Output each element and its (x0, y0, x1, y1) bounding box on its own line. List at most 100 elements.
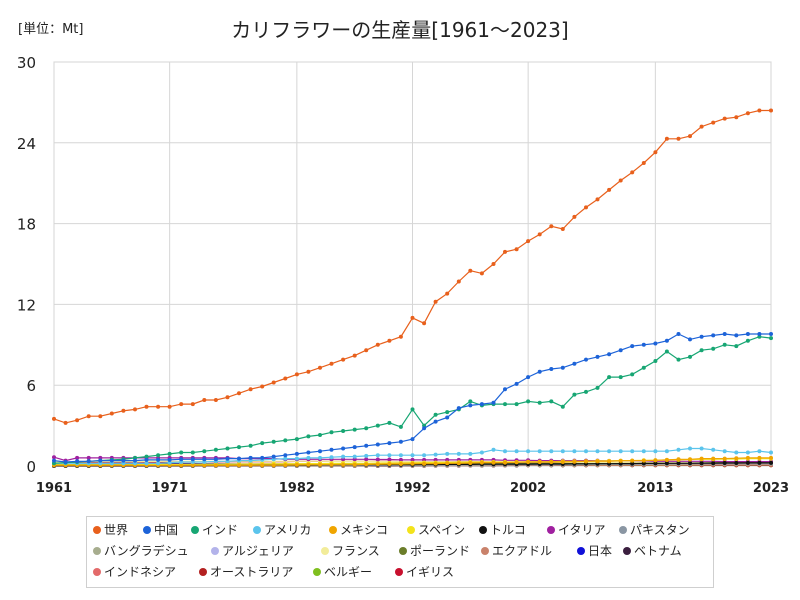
data-point (225, 446, 230, 451)
legend-item: スペイン (407, 522, 465, 538)
data-point (595, 449, 600, 454)
legend-marker (623, 547, 631, 555)
legend-label: トルコ (490, 523, 526, 537)
legend-item: ベルギー (313, 564, 372, 580)
series-3 (52, 446, 773, 466)
data-point (514, 449, 519, 454)
data-point (653, 458, 658, 463)
data-point (618, 178, 623, 183)
data-point (734, 344, 739, 349)
data-point (410, 437, 415, 442)
data-point (630, 170, 635, 175)
data-point (491, 460, 496, 465)
x-tick-label: 2023 (753, 481, 789, 496)
legend-marker (191, 526, 199, 534)
data-point (572, 449, 577, 454)
data-point (514, 460, 519, 465)
legend-label: アメリカ (264, 523, 312, 537)
data-point (294, 451, 299, 456)
data-point (688, 354, 692, 359)
legend-item: インドネシア (93, 564, 176, 580)
data-point (676, 461, 681, 466)
x-tick-label: 1992 (394, 481, 430, 496)
data-point (769, 460, 773, 465)
legend-label: インド (202, 523, 239, 537)
legend-label: 中国 (154, 523, 179, 537)
data-point (190, 457, 195, 462)
legend-marker (211, 547, 219, 555)
data-point (641, 365, 646, 370)
data-point (711, 461, 716, 466)
data-point (133, 458, 137, 463)
data-point (318, 449, 322, 454)
data-point (225, 395, 230, 400)
legend-marker (93, 547, 101, 555)
data-point (190, 463, 195, 468)
x-tick-label: 2002 (510, 481, 546, 496)
data-point (352, 353, 357, 358)
data-point (213, 463, 218, 468)
series-layer (52, 108, 773, 468)
data-point (156, 404, 161, 409)
data-point (711, 120, 716, 125)
data-point (167, 404, 172, 409)
data-point (52, 458, 56, 463)
data-point (213, 398, 218, 402)
legend-marker (481, 547, 489, 555)
data-point (734, 333, 739, 338)
data-point (491, 400, 496, 405)
legend-item: パキスタン (619, 522, 690, 538)
x-tick-label: 1961 (36, 481, 72, 496)
legend-label: バングラデシュ (104, 544, 189, 558)
data-point (144, 457, 149, 462)
data-point (745, 455, 750, 460)
data-point (572, 361, 577, 366)
data-point (75, 418, 80, 423)
data-point (387, 441, 392, 446)
legend-label: アルジェリア (222, 544, 294, 558)
data-point (248, 387, 253, 392)
data-point (294, 372, 299, 377)
data-point (607, 459, 612, 464)
data-point (537, 460, 542, 464)
data-point (584, 357, 588, 362)
y-tick-label: 18 (17, 216, 36, 234)
data-point (526, 239, 531, 244)
data-point (491, 262, 496, 266)
data-point (607, 375, 612, 380)
data-point (537, 369, 542, 374)
data-point (202, 463, 207, 468)
data-point (653, 359, 658, 363)
data-point (479, 460, 484, 465)
data-point (722, 456, 727, 461)
data-point (745, 332, 750, 336)
data-point (237, 391, 241, 396)
data-point (699, 456, 704, 461)
data-point (225, 456, 230, 461)
y-tick-label: 0 (26, 458, 36, 476)
data-point (329, 455, 334, 460)
data-point (468, 268, 473, 273)
data-point (757, 460, 762, 465)
data-point (433, 452, 438, 457)
data-point (410, 453, 415, 458)
unit-label: [単位：Mt] (18, 22, 84, 37)
data-point (757, 449, 762, 454)
data-point (294, 456, 299, 461)
data-point (479, 271, 484, 276)
data-point (734, 456, 739, 461)
data-point (618, 458, 623, 463)
data-point (271, 380, 276, 385)
data-point (179, 450, 184, 455)
data-point (630, 461, 635, 466)
data-point (757, 332, 762, 336)
data-point (306, 455, 311, 460)
legend-label: エクアドル (492, 544, 553, 558)
data-point (433, 419, 438, 424)
data-point (318, 365, 322, 370)
grid-lines (53, 61, 772, 467)
data-point (445, 451, 450, 456)
data-point (375, 342, 380, 347)
data-point (560, 404, 565, 409)
data-point (688, 337, 692, 342)
